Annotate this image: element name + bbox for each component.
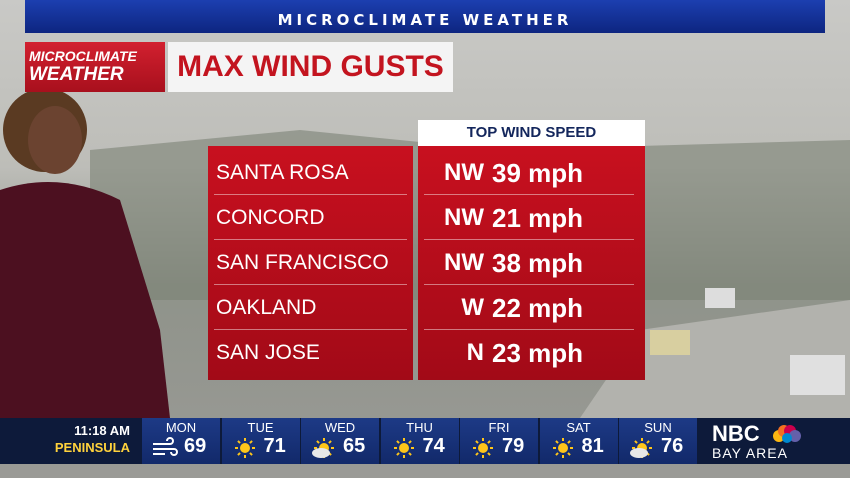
city: CONCORD — [216, 206, 325, 229]
network-region: BAY AREA — [712, 445, 788, 461]
row-divider — [214, 284, 407, 285]
temperature: 79 — [502, 435, 525, 457]
forecast-day: FRI 79 — [460, 418, 538, 464]
day-name: SAT — [566, 420, 591, 435]
city: SAN FRANCISCO — [216, 251, 389, 274]
temperature: 74 — [422, 435, 445, 457]
forecast-day: THU 74 — [380, 418, 459, 464]
peacock-icon — [773, 425, 801, 443]
weather-icon — [312, 438, 334, 458]
temperature: 76 — [661, 435, 684, 457]
wind-speed: 22 mph — [492, 293, 584, 323]
wind-direction: NW — [444, 204, 484, 231]
wind-direction: W — [461, 294, 484, 321]
banner: MICROCLIMATE WEATHER — [25, 0, 825, 33]
weather-icon — [234, 438, 255, 458]
weather-icon — [393, 438, 414, 458]
day-name: SUN — [644, 420, 672, 435]
temperature: 69 — [184, 435, 207, 457]
city: SANTA ROSA — [216, 161, 349, 184]
day-name: FRI — [488, 420, 510, 435]
city: OAKLAND — [216, 296, 317, 319]
network-logo: NBC BAY AREA — [700, 418, 850, 464]
time: 11:18 AM — [74, 423, 130, 438]
city: SAN JOSE — [216, 341, 320, 364]
day-name: MON — [165, 420, 197, 435]
city-panel — [208, 146, 413, 380]
speed-panel — [418, 146, 645, 380]
logo-line: WEATHER — [29, 64, 124, 85]
day-name: THU — [406, 420, 433, 435]
wind-speed: 23 mph — [492, 338, 584, 368]
logo-line: MICROCLIMATE — [29, 48, 137, 64]
row-divider — [214, 194, 407, 195]
graphic-title: MAX WIND GUSTS — [168, 42, 453, 92]
row-divider — [424, 284, 634, 285]
wind-speed: 38 mph — [492, 248, 584, 278]
weather-icon — [552, 438, 573, 458]
weather-icon — [630, 438, 652, 458]
show-logo: MICROCLIMATE WEATHER — [25, 42, 165, 92]
wind-speed: 21 mph — [492, 203, 584, 233]
network-name: NBC — [712, 421, 760, 446]
row-divider — [424, 239, 634, 240]
wind-speed: 39 mph — [492, 158, 584, 188]
weather-icon — [473, 438, 493, 458]
temperature: 71 — [263, 435, 286, 457]
wind-direction: N — [466, 339, 484, 366]
row-divider — [424, 194, 634, 195]
temperature: 65 — [343, 435, 366, 457]
forecast-day: WED 65 — [301, 418, 379, 464]
row-divider — [214, 329, 407, 330]
temperature: 81 — [581, 435, 604, 457]
wind-direction: NW — [444, 249, 484, 276]
forecast-day: TUE 71 — [221, 418, 300, 464]
ticker-info: 11:18 AM PENINSULA — [0, 418, 140, 464]
table-header: TOP WIND SPEED — [418, 120, 645, 146]
day-name: TUE — [247, 420, 274, 435]
day-name: WED — [324, 420, 356, 435]
forecast-day: SAT 81 — [539, 418, 618, 464]
row-divider — [214, 239, 407, 240]
weather-icon — [153, 437, 178, 456]
forecast-day: SUN 76 — [619, 418, 697, 464]
wind-direction: NW — [444, 159, 484, 186]
forecast-day: MON 69 — [142, 418, 220, 464]
row-divider — [424, 329, 634, 330]
location: PENINSULA — [54, 440, 130, 455]
